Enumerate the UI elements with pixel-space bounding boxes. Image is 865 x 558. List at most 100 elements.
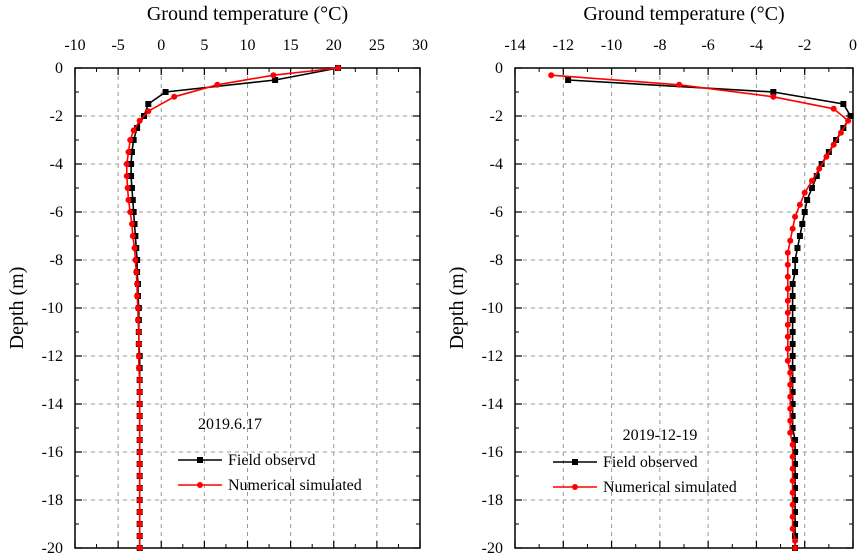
data-point-square (162, 89, 169, 95)
data-point-circle (133, 269, 140, 275)
data-point-square (792, 449, 799, 455)
data-point-square (128, 173, 135, 179)
data-point-square (272, 77, 279, 83)
data-point-circle (787, 417, 794, 424)
data-point-circle (136, 401, 143, 407)
legend-marker-square (572, 459, 578, 465)
data-point-circle (123, 173, 130, 179)
data-point-circle (787, 405, 794, 412)
x-axis-title: Ground temperature (°C) (147, 3, 348, 25)
x-tick-label: -12 (553, 37, 574, 54)
data-point-circle (784, 297, 791, 304)
data-point-circle (134, 281, 141, 287)
y-tick-label: -18 (42, 492, 63, 509)
x-tick-label: -2 (798, 37, 811, 54)
data-point-circle (792, 545, 799, 551)
data-point-circle (136, 473, 143, 479)
data-point-circle (136, 425, 143, 431)
data-point-square (789, 353, 796, 359)
data-point-square (792, 521, 799, 527)
data-point-circle (789, 441, 796, 448)
data-point-square (789, 425, 796, 431)
data-point-square (792, 437, 799, 443)
data-point-square (808, 185, 815, 191)
chart-panel-1: -10 -5 0 5 10 15 20 25 30 0 -2 -4 -6 -8 -10 -12 -14 -16 -1… (6, 3, 428, 557)
data-point-circle (136, 461, 143, 467)
legend-label: Numerical simulated (603, 479, 737, 496)
y-tick-label: 0 (55, 60, 63, 77)
y-tick-label: -8 (490, 252, 503, 269)
data-point-circle (789, 501, 796, 508)
x-tick-label: -4 (750, 37, 763, 54)
data-point-circle (123, 161, 130, 167)
chart-panel-2: -14 -12 -10 -8 -6 -4 -2 00-2-4-6-8-10-12-14-16-… (446, 3, 857, 557)
data-point-square (789, 317, 796, 323)
data-point-circle (127, 209, 134, 215)
data-point-square (145, 101, 152, 107)
data-point-circle (787, 429, 794, 436)
data-point-circle (787, 237, 794, 244)
x-tick-label: -5 (111, 37, 124, 54)
data-point-square (789, 401, 796, 407)
series-line-2 (551, 74, 850, 548)
data-point-square (847, 113, 854, 119)
data-point-square (840, 101, 847, 107)
data-point-circle (136, 449, 143, 455)
data-point-square (792, 497, 799, 503)
data-point-circle (136, 437, 143, 443)
y-tick-label: -14 (42, 396, 63, 413)
legend-marker-square (197, 457, 203, 463)
y-tick-label: -10 (42, 300, 63, 317)
data-point-circle (845, 117, 852, 124)
data-point-square (128, 149, 135, 155)
data-point-circle (130, 127, 137, 134)
data-point-circle (823, 153, 830, 160)
data-point-square (130, 209, 137, 215)
data-point-square (792, 473, 799, 479)
x-tick-label: 0 (849, 37, 857, 54)
data-point-circle (128, 221, 135, 227)
y-tick-label: -10 (482, 300, 503, 317)
data-point-square (789, 293, 796, 299)
data-point-circle (787, 369, 794, 376)
data-point-circle (134, 317, 141, 323)
data-point-square (792, 509, 799, 515)
y-tick-label: -12 (42, 348, 63, 365)
date-annotation: 2019-12-19 (623, 427, 698, 444)
series-line-1 (568, 79, 852, 548)
data-point-circle (784, 321, 791, 328)
data-point-circle (676, 81, 683, 88)
x-tick-label: -10 (601, 37, 622, 54)
data-point-circle (784, 285, 791, 292)
data-point-circle (145, 108, 152, 115)
y-tick-label: -6 (50, 204, 63, 221)
y-tick-label: -20 (42, 540, 63, 557)
data-point-circle (134, 305, 141, 311)
y-tick-label: -2 (490, 108, 503, 125)
data-point-circle (789, 225, 796, 232)
data-point-circle (801, 189, 808, 196)
data-point-circle (136, 545, 143, 551)
data-point-circle (134, 293, 141, 299)
data-point-circle (789, 453, 796, 460)
data-point-square (789, 377, 796, 383)
data-point-circle (796, 201, 803, 208)
y-tick-label: -20 (482, 540, 503, 557)
y-tick-label: -18 (482, 492, 503, 509)
data-point-circle (270, 72, 277, 79)
data-point-circle (136, 509, 143, 515)
data-point-square (789, 305, 796, 311)
y-axis-title: Depth (m) (6, 267, 28, 350)
data-point-square (813, 173, 820, 179)
y-tick-label: -4 (50, 156, 63, 173)
data-point-square (799, 221, 806, 227)
data-point-circle (792, 537, 799, 544)
y-tick-label: -4 (490, 156, 503, 173)
x-tick-label: 25 (369, 37, 385, 54)
data-point-circle (784, 309, 791, 316)
data-point-circle (135, 353, 142, 359)
x-tick-label: 10 (240, 37, 256, 54)
data-point-circle (784, 273, 791, 280)
data-point-circle (135, 365, 142, 371)
data-point-circle (830, 105, 837, 112)
